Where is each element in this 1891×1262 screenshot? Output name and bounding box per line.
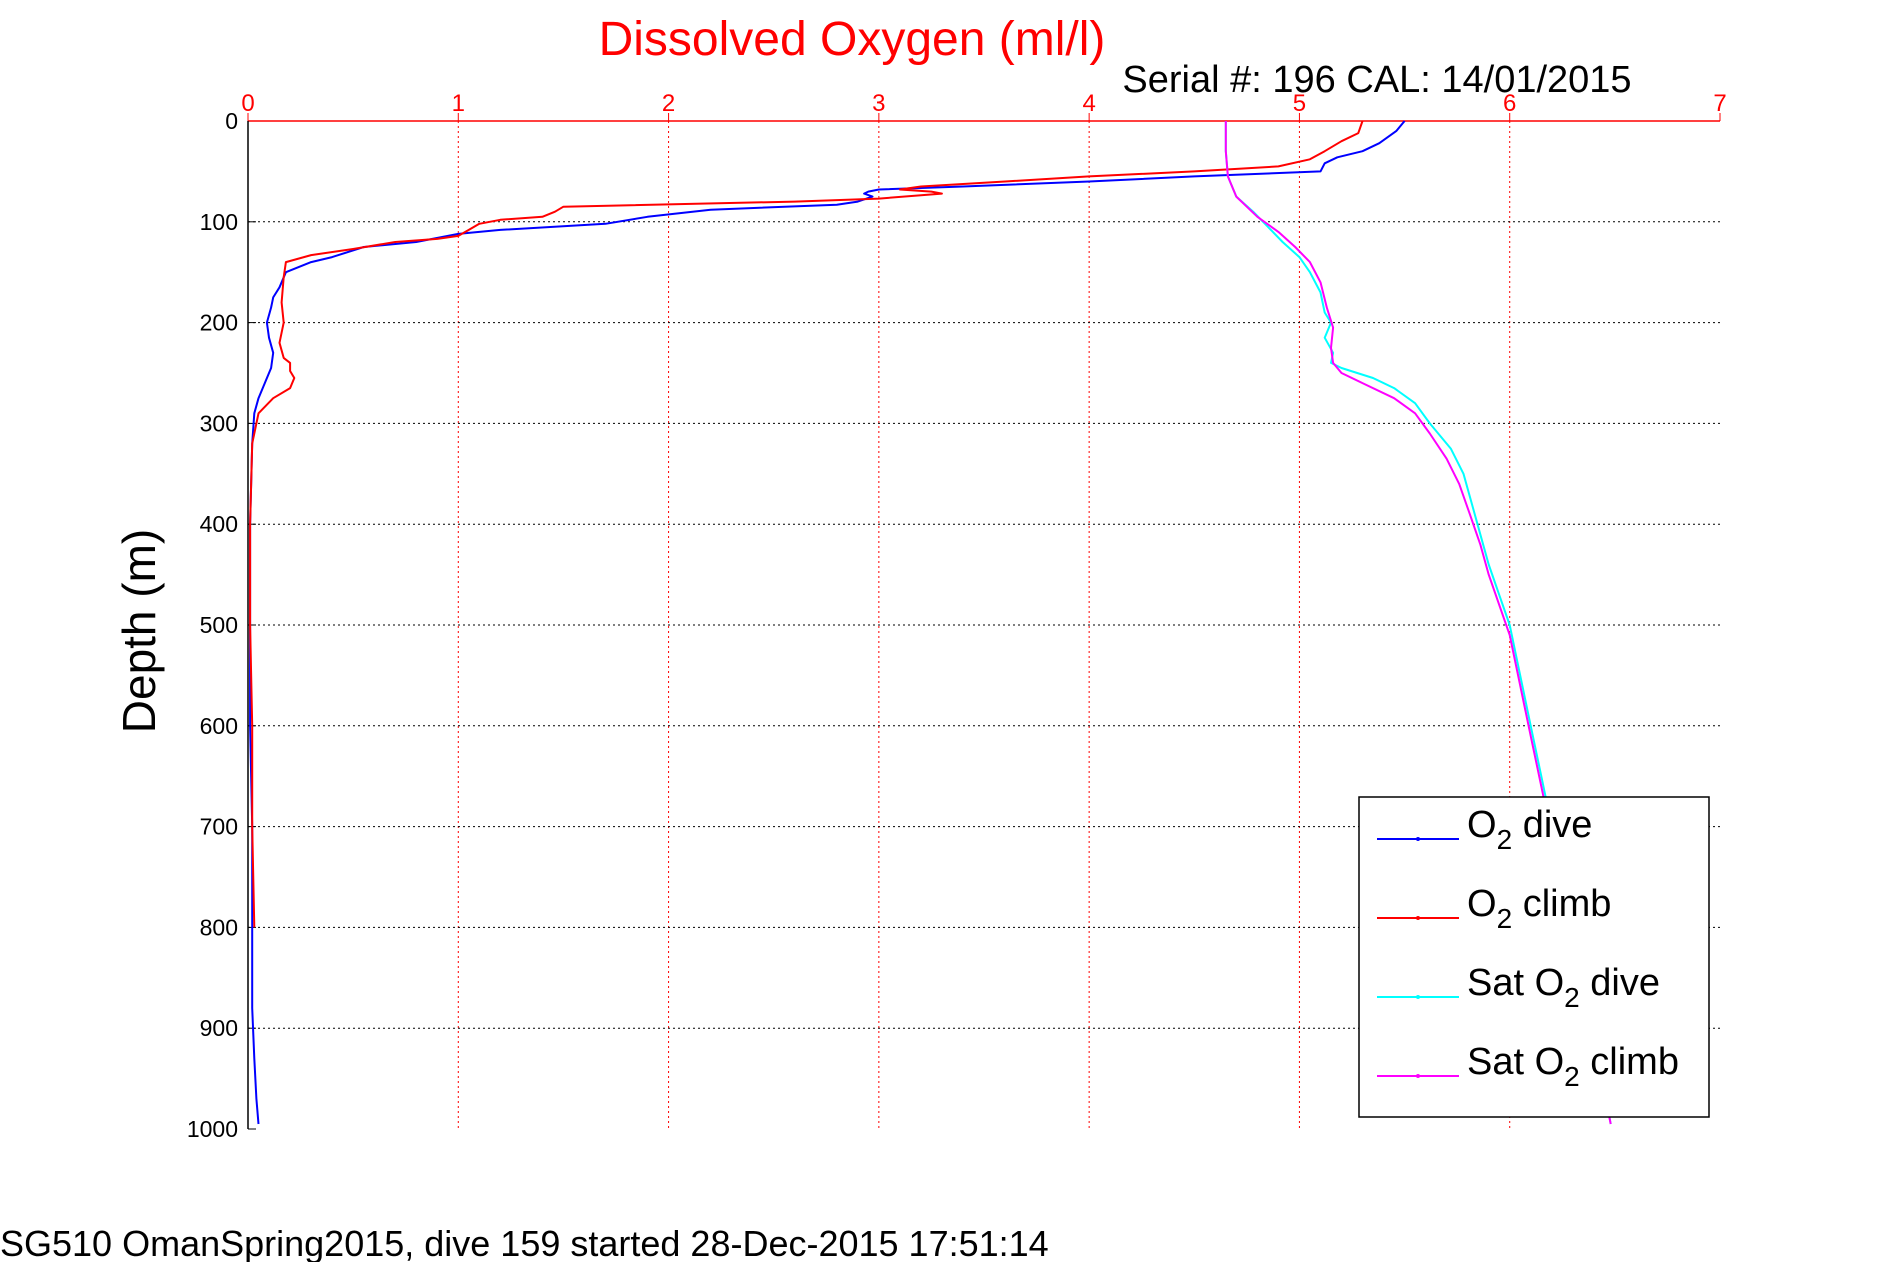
chart-subtitle: Serial #: 196 CAL: 14/01/2015 (1122, 59, 1631, 101)
y-tick-label: 700 (200, 814, 238, 840)
legend-marker (1416, 837, 1420, 841)
x-tick-label: 6 (1503, 90, 1516, 117)
y-tick-label: 100 (200, 209, 238, 235)
x-tick-label: 5 (1293, 90, 1306, 117)
x-tick-label: 3 (872, 90, 885, 117)
y-tick-label: 300 (200, 410, 238, 436)
legend: O2 dive O2 climb Sat O2 dive Sat O2 climb (1358, 796, 1710, 1118)
y-tick-label: 200 (200, 310, 238, 336)
series-line (1224, 121, 1612, 1125)
footer-caption: SG510 OmanSpring2015, dive 159 started 2… (0, 1223, 1049, 1262)
legend-marker (1416, 1074, 1420, 1078)
legend-label: Sat O2 dive (1467, 962, 1660, 1013)
y-tick-label: 0 (225, 108, 238, 134)
y-tick-label: 500 (200, 612, 238, 638)
legend-marker (1416, 995, 1420, 999)
x-tick-label: 7 (1713, 90, 1726, 117)
legend-box (1358, 796, 1710, 1118)
legend-label: O2 climb (1467, 883, 1611, 934)
x-tick-label: 1 (452, 90, 465, 117)
legend-label: Sat O2 climb (1467, 1041, 1679, 1092)
x-tick-label: 2 (662, 90, 675, 117)
y-axis-label: Depth (m) (113, 529, 165, 733)
legend-label: O2 dive (1467, 804, 1592, 855)
series-layer (249, 120, 1612, 1125)
y-tick-label: 600 (200, 713, 238, 739)
y-tick-label: 800 (200, 914, 238, 940)
x-tick-label: 0 (241, 90, 254, 117)
legend-marker (1416, 916, 1420, 920)
chart-title: Dissolved Oxygen (ml/l) (599, 13, 1106, 66)
series-line (249, 120, 1364, 928)
axes: 0 1 2 3 4 5 6 7 0 100 200 300 400 500 600 700 800 900 1000 (187, 90, 1727, 1142)
y-tick-label: 400 (200, 511, 238, 537)
y-tick-label: 1000 (187, 1116, 238, 1142)
x-tick-label: 4 (1082, 90, 1095, 117)
series-line (1224, 121, 1612, 1125)
y-tick-label: 900 (200, 1015, 238, 1041)
